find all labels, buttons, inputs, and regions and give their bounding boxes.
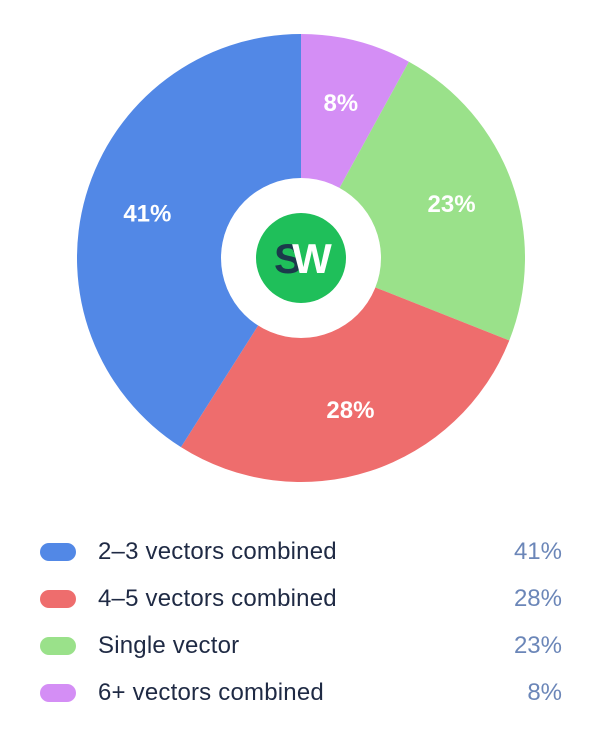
legend-swatch: [40, 542, 76, 561]
pie-slice-2: [180, 258, 510, 483]
legend-value: 23%: [513, 631, 562, 659]
legend-item: 6+ vectors combined 8%: [40, 669, 562, 716]
logo-letter-w: W: [292, 235, 332, 282]
pie-slice-3: [76, 34, 301, 448]
legend-value: 41%: [513, 537, 562, 565]
legend-item: Single vector 23%: [40, 622, 562, 669]
slice-label-1: 23%: [428, 191, 476, 218]
legend-item: 4–5 vectors combined 28%: [40, 575, 562, 622]
legend: 2–3 vectors combined 41% 4–5 vectors combi…: [40, 528, 562, 716]
legend-label: 4–5 vectors combined: [98, 584, 337, 612]
slice-label-2: 28%: [326, 397, 374, 424]
slice-label-3: 41%: [123, 200, 171, 227]
slice-label-0: 8%: [323, 90, 358, 117]
legend-value: 28%: [513, 584, 562, 612]
legend-swatch: [40, 589, 76, 608]
legend-label: 2–3 vectors combined: [98, 537, 337, 565]
slice-labels: 8% 23% 28% 41%: [123, 90, 475, 424]
legend-item: 2–3 vectors combined 41%: [40, 528, 562, 575]
legend-label: Single vector: [98, 631, 240, 659]
legend-label: 6+ vectors combined: [98, 678, 324, 706]
sw-logo: S W: [256, 213, 346, 303]
logo-letter-s: S: [274, 235, 302, 282]
legend-value: 8%: [527, 678, 562, 706]
donut-chart: 8% 23% 28% 41% S W: [76, 34, 526, 483]
legend-swatch: [40, 636, 76, 655]
logo-circle: [256, 213, 346, 303]
legend-swatch: [40, 683, 76, 702]
